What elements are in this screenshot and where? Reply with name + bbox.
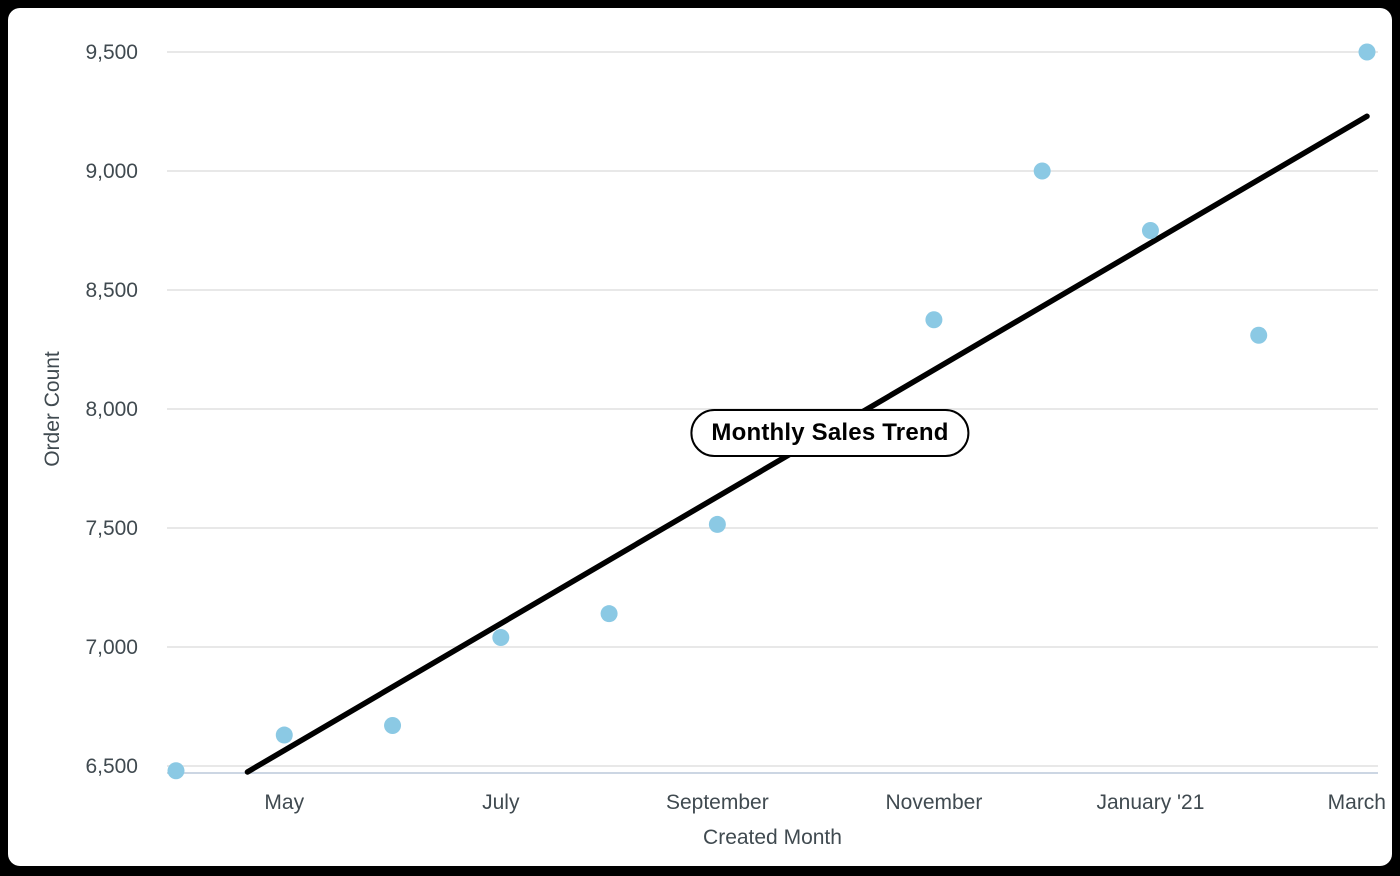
y-axis-tick-label: 9,500 <box>85 41 138 64</box>
data-point[interactable] <box>1033 162 1051 180</box>
data-point[interactable] <box>1358 43 1376 61</box>
y-axis-tick-label: 8,500 <box>85 279 138 302</box>
x-axis-tick-label: September <box>666 791 769 814</box>
data-point[interactable] <box>600 605 618 623</box>
x-axis-tick-label: November <box>885 791 982 814</box>
x-axis-tick-label: July <box>482 791 520 814</box>
data-point[interactable] <box>275 726 293 744</box>
data-point[interactable] <box>167 762 185 780</box>
x-axis-tick-label: May <box>264 791 304 814</box>
data-point[interactable] <box>1141 222 1159 239</box>
chart-card: 6,500 7,000 7,500 8,000 8,500 9,000 9,500 May Ju… <box>8 8 1392 866</box>
x-axis-tick-label: January '21 <box>1096 791 1204 814</box>
chart-title-badge: Monthly Sales Trend <box>690 409 970 457</box>
y-axis-tick-label: 7,500 <box>85 517 138 540</box>
data-point[interactable] <box>925 311 943 329</box>
y-axis-tick-label: 9,000 <box>85 160 138 183</box>
data-point[interactable] <box>1250 326 1268 344</box>
y-axis-tick-label: 8,000 <box>85 398 138 421</box>
y-axis-title: Order Count <box>41 351 64 467</box>
data-point[interactable] <box>708 515 726 533</box>
data-point[interactable] <box>492 628 510 646</box>
x-axis-title: Created Month <box>703 826 842 849</box>
data-point[interactable] <box>384 717 402 735</box>
x-axis-tick-label: March <box>1328 791 1386 814</box>
y-axis-tick-label: 6,500 <box>85 755 138 778</box>
y-axis-tick-label: 7,000 <box>85 636 138 659</box>
